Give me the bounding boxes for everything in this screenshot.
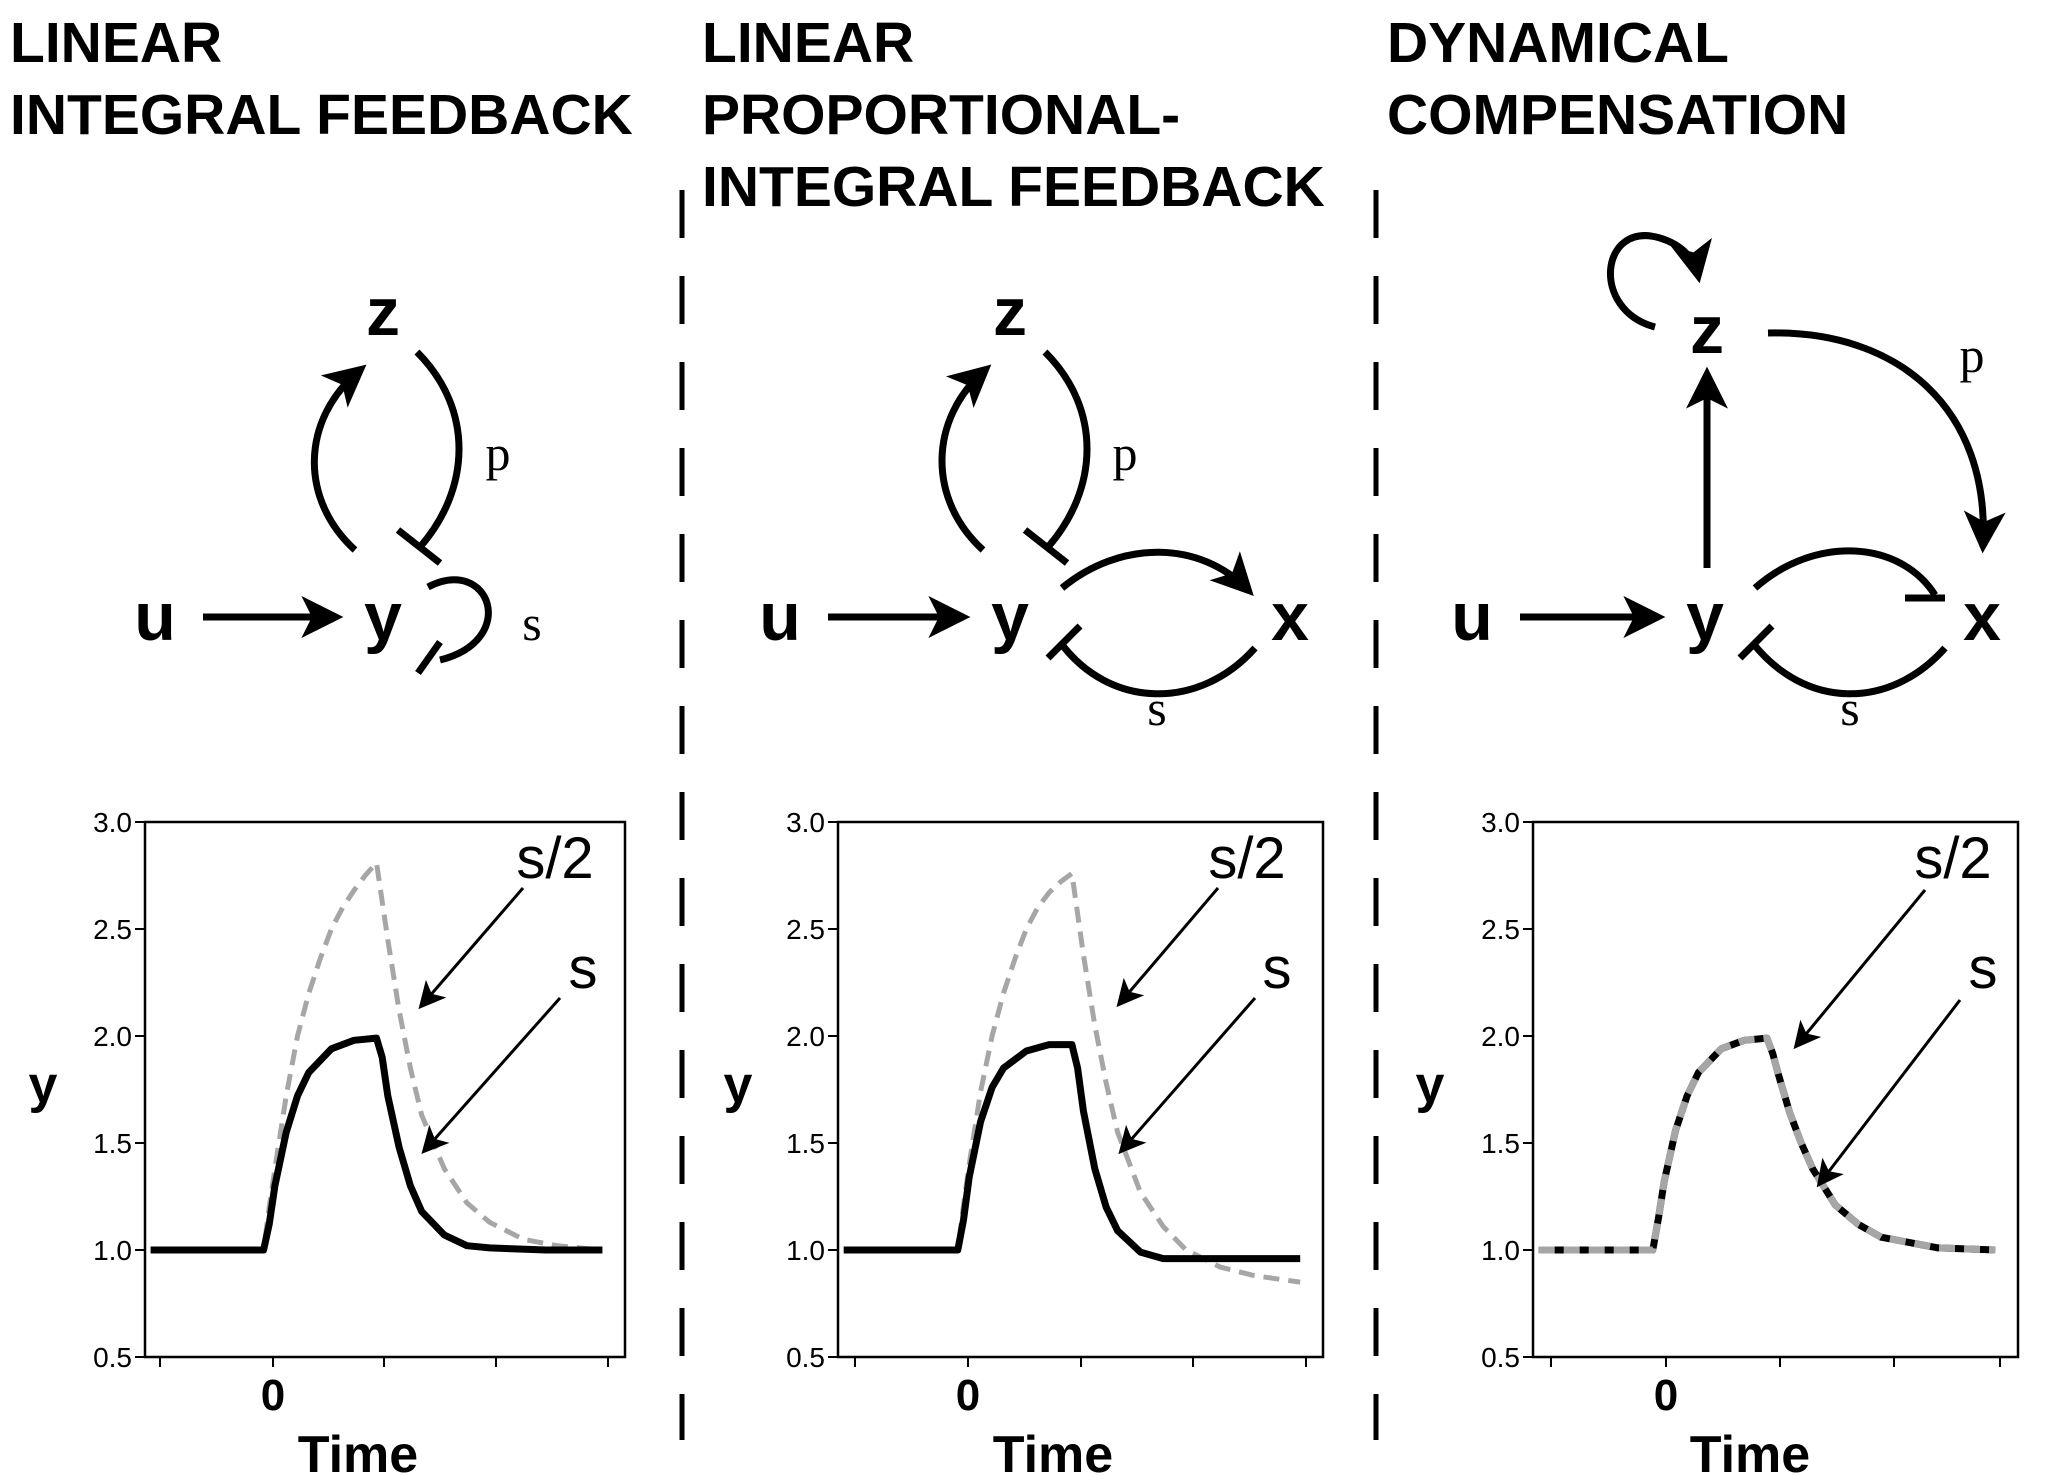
annotation-arrow-s [1816,999,1962,1188]
annotation-s: s [1263,936,1292,1001]
node-x: x [1963,579,2001,655]
edge-label-p: p [486,425,511,481]
panel-3-title-line-1: DYNAMICAL [1387,11,1729,75]
panel-2-title-line-1: LINEAR [702,11,914,75]
annotation-arrow-s [421,997,562,1155]
annotation-arrow-half-s [418,887,525,1010]
panel-1-title-line-1: LINEAR [10,11,222,75]
annotation-half-s: s/2 [516,826,593,891]
x-axis-label: Time [993,1426,1113,1476]
y-tick-label: 3.0 [786,807,825,838]
panel-2: LINEAR PROPORTIONAL- INTEGRAL FEEDBACK z… [702,11,1325,1476]
series-line-s-half [150,860,603,1253]
x-tick-label-zero: 0 [1654,1371,1678,1420]
series-line-s-half [843,870,1301,1285]
y-tick-label: 1.5 [93,1128,132,1159]
plot-ticks [828,821,1307,1367]
repression-bar-p [1022,527,1070,566]
node-y: y [991,579,1029,655]
series-line-s-half [1538,1034,1996,1254]
edge-z-represses-y [1042,349,1091,550]
node-u: u [759,579,801,655]
y-tick-label: 2.0 [786,1021,825,1052]
edge-label-p: p [1113,425,1138,481]
panel-1: LINEAR INTEGRAL FEEDBACK z u y p s [10,11,633,1476]
edge-y-activates-z [938,364,992,553]
series-line-s [843,1041,1301,1263]
annotation-half-s: s/2 [1208,826,1285,891]
edge-label-p: p [1960,327,1985,383]
plot-ticks [1523,821,2001,1367]
series-line-s [150,1034,603,1254]
y-tick-label: 3.0 [1481,807,1520,838]
edge-z-self-activation [1606,232,1712,331]
y-axis-label: y [29,1056,58,1114]
panel-1-plot: 0.5 1.0 1.5 2.0 2.5 3.0 0 Time y s/2 s [29,807,627,1476]
y-tick-label: 1.5 [786,1128,825,1159]
node-y: y [364,579,402,655]
edge-x-represses-y [1749,639,1948,698]
annotation-s: s [569,936,598,1001]
y-axis-label: y [724,1056,753,1114]
panel-3-network-diagram: z u y x p s [1451,232,2006,736]
edge-y-self-repression [426,576,492,664]
series-line-s [1538,1034,1996,1254]
annotation-arrow-s [1118,997,1257,1155]
node-u: u [134,579,176,655]
panel-1-network-diagram: z u y p s [134,274,542,676]
panel-2-title-line-2: PROPORTIONAL- [702,83,1180,147]
y-tick-label: 2.5 [1481,914,1520,945]
y-tick-label: 1.0 [1481,1235,1520,1266]
node-z: z [993,274,1027,350]
panel-3-title-line-2: COMPENSATION [1387,83,1848,147]
node-z: z [366,274,400,350]
y-axis-label: y [1416,1056,1445,1114]
x-axis-label: Time [1690,1426,1810,1476]
edge-z-represses-y [414,349,463,550]
x-tick-label-zero: 0 [261,1371,285,1420]
repression-bar-s [1737,623,1775,661]
edge-y-activates-x [1059,548,1254,597]
edge-label-s: s [1840,680,1859,736]
node-z: z [1690,292,1724,368]
annotation-arrow-half-s [1116,887,1220,1008]
node-u: u [1451,579,1493,655]
annotation-half-s: s/2 [1914,826,1991,891]
annotation-s: s [1969,936,1998,1001]
y-tick-label: 2.5 [93,914,132,945]
panel-3: DYNAMICAL COMPENSATION z u y x p s [1387,11,2020,1476]
panel-3-plot: 0.5 1.0 1.5 2.0 2.5 3.0 0 Time y s/2 s [1416,807,2020,1476]
y-tick-label: 2.0 [1481,1021,1520,1052]
x-axis-label: Time [298,1426,418,1476]
panel-2-network-diagram: z u y x p s [759,274,1309,736]
edge-z-activates-x [1767,329,2006,554]
y-tick-label: 3.0 [93,807,132,838]
edge-label-s: s [522,595,541,651]
repression-bar-p [395,527,443,566]
plot-ticks [135,821,609,1367]
node-y: y [1686,579,1724,655]
annotation-arrow-half-s [1793,889,1927,1050]
plot-frame [1531,820,2020,1359]
repression-bar-s [415,639,443,676]
y-tick-label: 0.5 [786,1342,825,1373]
y-tick-label: 1.0 [93,1235,132,1266]
edge-x-represses-y [1057,639,1258,698]
node-x: x [1271,579,1309,655]
panel-2-plot: 0.5 1.0 1.5 2.0 2.5 3.0 0 Time y s/2 s [724,807,1325,1476]
panel-2-title-line-3: INTEGRAL FEEDBACK [702,155,1325,219]
y-tick-label: 2.0 [93,1021,132,1052]
edge-label-s: s [1147,680,1166,736]
y-tick-label: 2.5 [786,914,825,945]
panel-1-title-line-2: INTEGRAL FEEDBACK [10,83,633,147]
edge-y-activates-z [310,364,367,553]
x-tick-label-zero: 0 [956,1371,980,1420]
y-tick-label: 1.5 [1481,1128,1520,1159]
repression-bar-s [1045,623,1083,661]
y-tick-label: 0.5 [1481,1342,1520,1373]
y-tick-label: 0.5 [93,1342,132,1373]
edge-y-activates-x [1752,547,1938,597]
y-tick-label: 1.0 [786,1235,825,1266]
